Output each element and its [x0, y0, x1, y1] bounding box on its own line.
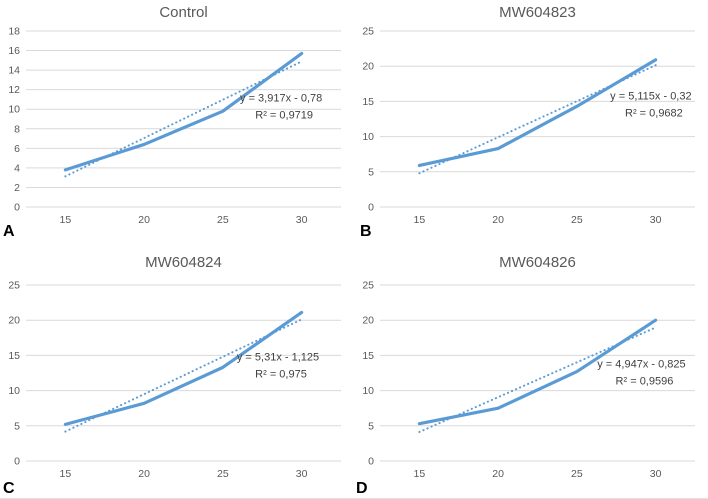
trendline-r2-label: R² = 0,9682	[625, 108, 683, 120]
trendline-r2-label: R² = 0,975	[255, 369, 307, 381]
data-line	[417, 58, 658, 168]
panel-letter-c: C	[3, 480, 15, 497]
y-axis-tick-label: 14	[8, 65, 20, 77]
panel-letter-a: A	[3, 223, 15, 240]
x-axis-tick-label: 15	[414, 468, 426, 480]
data-line	[63, 51, 304, 172]
y-axis-tick-label: 25	[8, 280, 20, 292]
x-axis-tick-label: 25	[571, 468, 583, 480]
x-axis-tick-label: 25	[217, 214, 229, 226]
chart-panel-c-mw604824: MW604824 0 5 10 15 20 25 15 20 25 30 y = 5,31x - 1,…	[8, 254, 341, 480]
trendline-r2-label: R² = 0,9596	[616, 376, 674, 388]
trendline-equation-label: y = 5,31x - 1,125	[237, 352, 319, 364]
chart-title: Control	[159, 4, 207, 21]
y-axis-tick-label: 18	[8, 26, 20, 38]
x-axis-tick-label: 25	[217, 468, 229, 480]
x-axis-tick-label: 15	[414, 214, 426, 226]
x-axis-tick-label: 20	[492, 468, 504, 480]
chart-title: MW604824	[145, 254, 222, 271]
panel-letter-d: D	[356, 480, 368, 497]
y-axis-tick-label: 6	[14, 143, 20, 155]
y-axis-tick-label: 15	[362, 96, 374, 108]
chart-panel-a-control: Control 0 2 4 6 8 10 12 14 16 18 15 20 25 30 y = 3,917x…	[8, 4, 341, 226]
y-axis-tick-label: 15	[362, 350, 374, 362]
y-axis-tick-label: 8	[14, 123, 20, 135]
trendline-r2-label: R² = 0,9719	[255, 109, 313, 121]
trendline-equation-label: y = 3,917x - 0,78	[240, 92, 322, 104]
data-line	[417, 318, 658, 426]
trendline-equation-label: y = 4,947x - 0,825	[597, 359, 685, 371]
y-axis-tick-label: 4	[14, 162, 20, 174]
trendline-equation-label: y = 5,115x - 0,32	[610, 91, 691, 103]
y-axis-tick-label: 5	[368, 420, 374, 432]
y-axis-tick-label: 5	[368, 166, 374, 178]
chart-title: MW604826	[499, 254, 576, 271]
chart-panel-b-mw604823: MW604823 0 5 10 15 20 25 15 20 25 30 y = 5,115x - 0…	[362, 4, 695, 226]
x-axis-tick-label: 30	[650, 214, 662, 226]
y-axis-tick-label: 10	[8, 385, 20, 397]
x-axis-tick-label: 20	[138, 468, 150, 480]
panel-letter-b: B	[360, 223, 372, 240]
y-axis-tick-label: 2	[14, 182, 20, 194]
y-axis-tick-label: 20	[362, 315, 374, 327]
y-axis-tick-label: 10	[8, 104, 20, 116]
x-axis-tick-label: 30	[296, 468, 308, 480]
data-line	[63, 310, 304, 426]
y-axis-tick-label: 25	[362, 280, 374, 292]
y-axis-tick-label: 0	[368, 202, 374, 214]
y-axis-tick-label: 25	[362, 26, 374, 38]
y-axis-tick-label: 0	[14, 456, 20, 468]
y-axis-tick-label: 10	[362, 131, 374, 143]
x-axis-tick-label: 20	[138, 214, 150, 226]
y-axis-tick-label: 0	[14, 202, 20, 214]
x-axis-tick-label: 15	[60, 468, 72, 480]
y-axis-tick-label: 5	[14, 420, 20, 432]
x-axis-tick-label: 25	[571, 214, 583, 226]
x-axis-tick-label: 20	[492, 214, 504, 226]
y-axis-tick-label: 15	[8, 350, 20, 362]
x-axis-tick-label: 30	[296, 214, 308, 226]
y-axis-tick-label: 12	[8, 84, 20, 96]
x-axis-tick-label: 30	[650, 468, 662, 480]
y-axis-tick-label: 16	[8, 45, 20, 57]
y-axis-tick-label: 20	[8, 315, 20, 327]
y-axis-tick-label: 0	[368, 456, 374, 468]
y-axis-tick-label: 10	[362, 385, 374, 397]
x-axis-tick-label: 15	[60, 214, 72, 226]
chart-title: MW604823	[499, 4, 576, 21]
y-axis-tick-label: 20	[362, 61, 374, 73]
chart-panel-d-mw604826: MW604826 0 5 10 15 20 25 15 20 25 30 y = 4,947x - 0…	[362, 254, 695, 480]
